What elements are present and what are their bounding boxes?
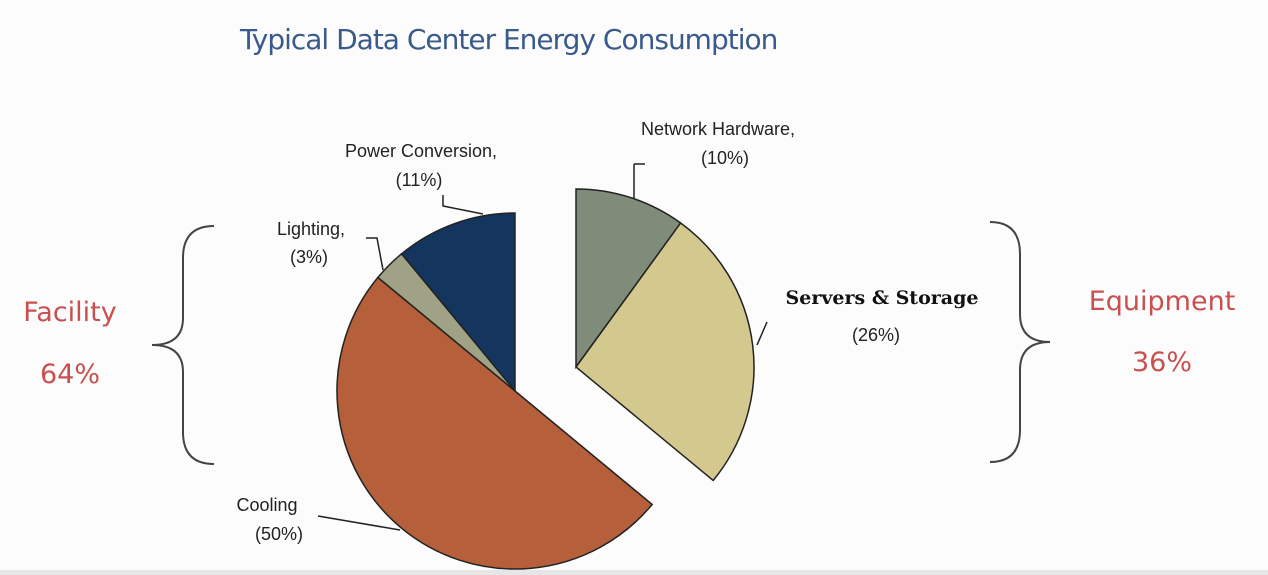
group-equipment-label: Equipment: [1089, 286, 1236, 317]
equipment-brace: [989, 221, 1051, 463]
pie-slice-cooling: [336, 276, 654, 570]
group-facility-label: Facility: [23, 297, 117, 328]
leader-servers: [756, 321, 768, 346]
pct-lighting: (3%): [290, 247, 328, 267]
leader-cooling: [317, 515, 401, 531]
leader-lines: [317, 163, 768, 531]
group-equipment-value: 36%: [1132, 347, 1192, 378]
facility-brace: [151, 225, 215, 465]
label-cooling: Cooling: [236, 495, 297, 515]
bottom-border: [0, 570, 1268, 575]
label-lighting: Lighting,: [277, 219, 345, 239]
pie-slice-network-hardware: [575, 188, 682, 370]
leader-power-conversion: [442, 195, 484, 215]
group-facility-value: 64%: [40, 359, 100, 390]
pct-cooling: (50%): [255, 524, 303, 544]
pie-slice-servers-storage: [574, 221, 755, 482]
pie-slice-power-conversion: [400, 212, 516, 394]
chart-title: Typical Data Center Energy Consumption: [239, 23, 777, 56]
pct-servers-storage: (26%): [852, 325, 900, 345]
pct-network-hardware: (10%): [701, 148, 749, 168]
label-network-hardware: Network Hardware,: [641, 119, 795, 139]
pct-power-conversion: (11%): [396, 170, 443, 190]
label-power-conversion: Power Conversion,: [345, 141, 497, 161]
label-servers-storage: Servers & Storage: [786, 287, 979, 309]
leader-lighting: [366, 237, 384, 271]
